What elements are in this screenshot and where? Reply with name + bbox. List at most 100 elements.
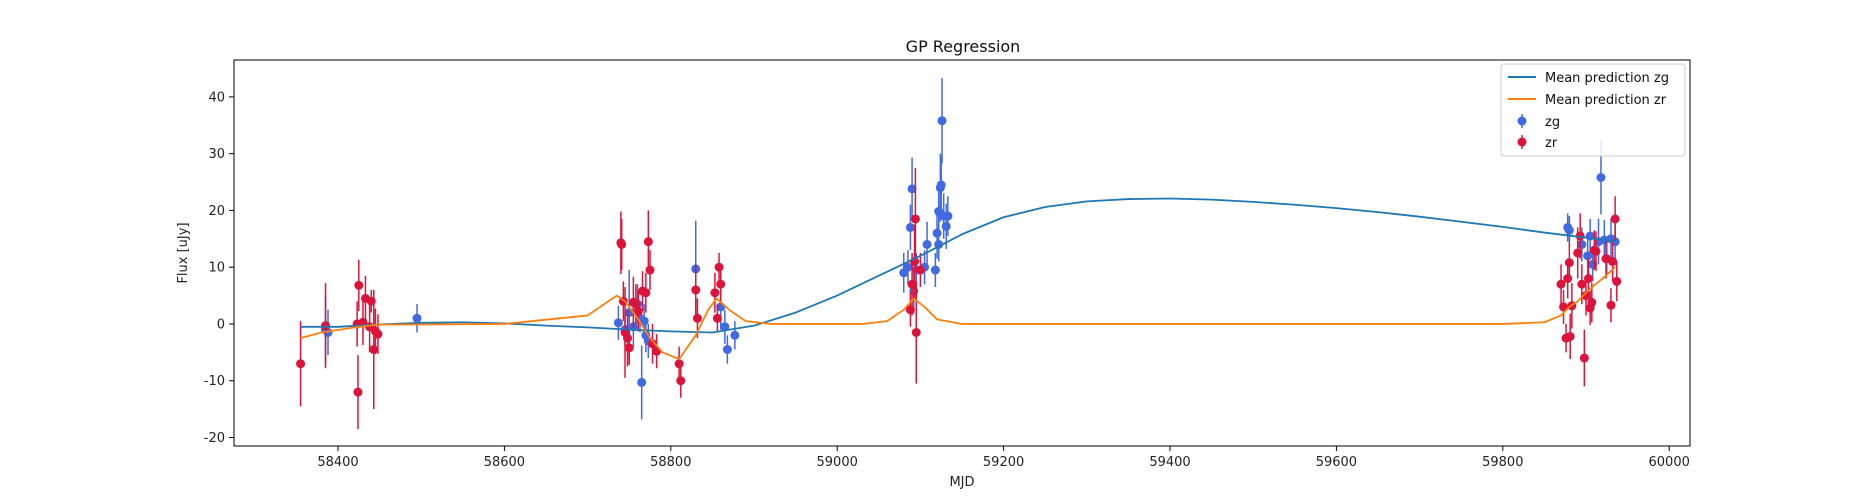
y-tick-label: 0: [217, 317, 225, 332]
data-point-zr: [1565, 331, 1575, 341]
data-point-zr: [633, 306, 643, 316]
data-point-zg: [1577, 239, 1587, 249]
data-point-zr: [716, 279, 726, 289]
x-tick-label: 59600: [1316, 455, 1357, 470]
data-point-zr: [1579, 353, 1589, 363]
data-point-zr: [1610, 214, 1620, 224]
data-point-zr: [1556, 279, 1566, 289]
data-point-zg: [941, 221, 951, 231]
data-point-zg: [943, 211, 953, 221]
data-point-zr: [1581, 291, 1591, 301]
data-point-zr: [617, 239, 627, 249]
mean-prediction-zr-line: [300, 266, 1616, 361]
plot-area: [296, 78, 1622, 429]
data-point-zg: [903, 262, 913, 272]
data-point-zr: [1577, 279, 1587, 289]
data-point-zg: [937, 116, 947, 126]
data-point-zr: [1608, 257, 1618, 267]
x-axis-label: MJD: [949, 475, 974, 490]
data-point-zr: [691, 285, 701, 295]
x-tick-label: 59200: [983, 455, 1024, 470]
data-point-zr: [369, 345, 379, 354]
legend-swatch-zg: [1517, 114, 1527, 128]
data-point-zr: [354, 280, 364, 290]
data-point-zg: [722, 345, 732, 354]
y-tick-label: -10: [204, 374, 225, 389]
data-point-zr: [647, 339, 657, 349]
data-point-zr: [712, 313, 722, 323]
data-point-zr: [714, 262, 724, 272]
data-point-zg: [412, 313, 422, 323]
data-point-zg: [730, 330, 740, 340]
data-point-zr: [676, 376, 686, 386]
data-point-zg: [1596, 173, 1606, 183]
y-tick-label: 10: [208, 261, 225, 276]
y-tick-label: -20: [204, 431, 225, 446]
x-tick-label: 58600: [484, 455, 525, 470]
data-point-zr: [1587, 297, 1597, 307]
data-point-zg: [639, 316, 649, 326]
y-tick-label: 40: [208, 90, 225, 105]
axis-ticks: 58400 58600 58800 59000 59200 59400 59600 59800…: [204, 90, 1690, 470]
data-point-zr: [353, 387, 363, 397]
legend-label-mean-zg: Mean prediction zg: [1545, 71, 1669, 86]
legend-label-zg: zg: [1545, 115, 1560, 130]
y-axis-label: Flux [uJy]: [176, 222, 191, 283]
data-point-zr: [373, 329, 383, 339]
x-tick-label: 58400: [317, 455, 358, 470]
data-point-zr: [911, 327, 921, 337]
data-point-zg: [922, 239, 932, 249]
legend-label-mean-zr: Mean prediction zr: [1545, 93, 1667, 108]
data-point-zg: [905, 222, 915, 232]
plot-content: [296, 78, 1622, 429]
legend-box: [1500, 63, 1686, 157]
data-point-zg: [1583, 251, 1593, 261]
x-tick-label: 58800: [650, 455, 691, 470]
data-point-zr: [623, 333, 633, 343]
data-point-zr: [624, 343, 634, 353]
data-point-zr: [1606, 300, 1616, 310]
data-point-zr: [641, 288, 651, 298]
x-tick-label: 59400: [1149, 455, 1190, 470]
data-point-zg: [637, 377, 647, 387]
x-tick-label: 59800: [1482, 455, 1523, 470]
data-point-zr: [643, 237, 653, 247]
data-point-zr: [915, 265, 925, 275]
data-point-zr: [1563, 274, 1573, 284]
data-point-zr: [1591, 246, 1601, 256]
data-point-zg: [1564, 225, 1574, 235]
x-tick-label: 60000: [1649, 455, 1690, 470]
data-point-zr: [1573, 248, 1583, 258]
legend-swatch-zr: [1517, 135, 1527, 149]
data-point-zr: [674, 359, 684, 369]
data-point-zr: [710, 288, 720, 298]
data-point-zr: [910, 214, 920, 224]
data-point-zr: [905, 305, 915, 315]
data-point-zr: [1559, 302, 1569, 312]
data-point-zr: [366, 296, 376, 306]
data-point-zr: [1575, 231, 1585, 241]
y-tick-label: 20: [208, 204, 225, 219]
data-point-zr: [631, 299, 641, 309]
data-point-zg: [613, 318, 623, 328]
chart-title: GP Regression: [906, 37, 1021, 56]
legend-label-zr: zr: [1545, 136, 1558, 151]
plot-frame: [233, 59, 1691, 447]
legend: Mean prediction zg Mean prediction zr zg…: [1500, 63, 1686, 157]
y-tick-label: 30: [208, 147, 225, 162]
data-point-zr: [1612, 276, 1622, 286]
data-point-zr: [645, 265, 655, 275]
data-point-zr: [1583, 274, 1593, 284]
data-point-zr: [1564, 258, 1574, 268]
data-point-zg: [930, 265, 940, 275]
series-zr: [296, 167, 1622, 429]
data-point-zr: [296, 359, 306, 369]
data-point-zg: [907, 184, 917, 194]
data-point-zr: [907, 279, 917, 289]
data-point-zr: [321, 321, 331, 331]
data-point-zr: [692, 313, 702, 323]
data-point-zg: [720, 322, 730, 332]
x-tick-label: 59000: [817, 455, 858, 470]
data-point-zg: [936, 180, 946, 190]
